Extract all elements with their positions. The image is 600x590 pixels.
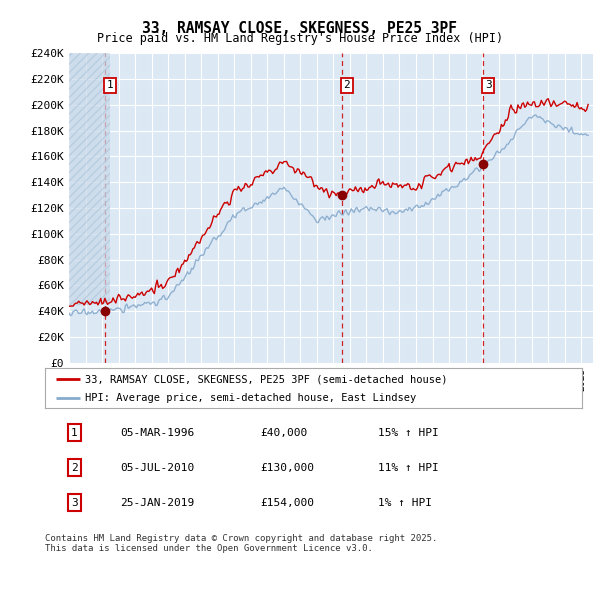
- Text: £130,000: £130,000: [260, 463, 314, 473]
- Text: £40,000: £40,000: [260, 428, 307, 438]
- Text: Price paid vs. HM Land Registry's House Price Index (HPI): Price paid vs. HM Land Registry's House …: [97, 32, 503, 45]
- Text: 2: 2: [343, 80, 350, 90]
- Text: 15% ↑ HPI: 15% ↑ HPI: [378, 428, 439, 438]
- Text: 3: 3: [71, 497, 78, 507]
- Text: 33, RAMSAY CLOSE, SKEGNESS, PE25 3PF (semi-detached house): 33, RAMSAY CLOSE, SKEGNESS, PE25 3PF (se…: [85, 375, 448, 385]
- Polygon shape: [69, 53, 110, 306]
- Text: 25-JAN-2019: 25-JAN-2019: [120, 497, 194, 507]
- Text: 1% ↑ HPI: 1% ↑ HPI: [378, 497, 432, 507]
- Text: £154,000: £154,000: [260, 497, 314, 507]
- Text: Contains HM Land Registry data © Crown copyright and database right 2025.
This d: Contains HM Land Registry data © Crown c…: [45, 534, 437, 553]
- Text: HPI: Average price, semi-detached house, East Lindsey: HPI: Average price, semi-detached house,…: [85, 394, 416, 403]
- Text: 1: 1: [71, 428, 78, 438]
- Text: 05-MAR-1996: 05-MAR-1996: [120, 428, 194, 438]
- Text: 33, RAMSAY CLOSE, SKEGNESS, PE25 3PF: 33, RAMSAY CLOSE, SKEGNESS, PE25 3PF: [143, 21, 458, 36]
- Text: 3: 3: [485, 80, 491, 90]
- Text: 11% ↑ HPI: 11% ↑ HPI: [378, 463, 439, 473]
- Text: 05-JUL-2010: 05-JUL-2010: [120, 463, 194, 473]
- Text: 2: 2: [71, 463, 78, 473]
- Text: 1: 1: [107, 80, 113, 90]
